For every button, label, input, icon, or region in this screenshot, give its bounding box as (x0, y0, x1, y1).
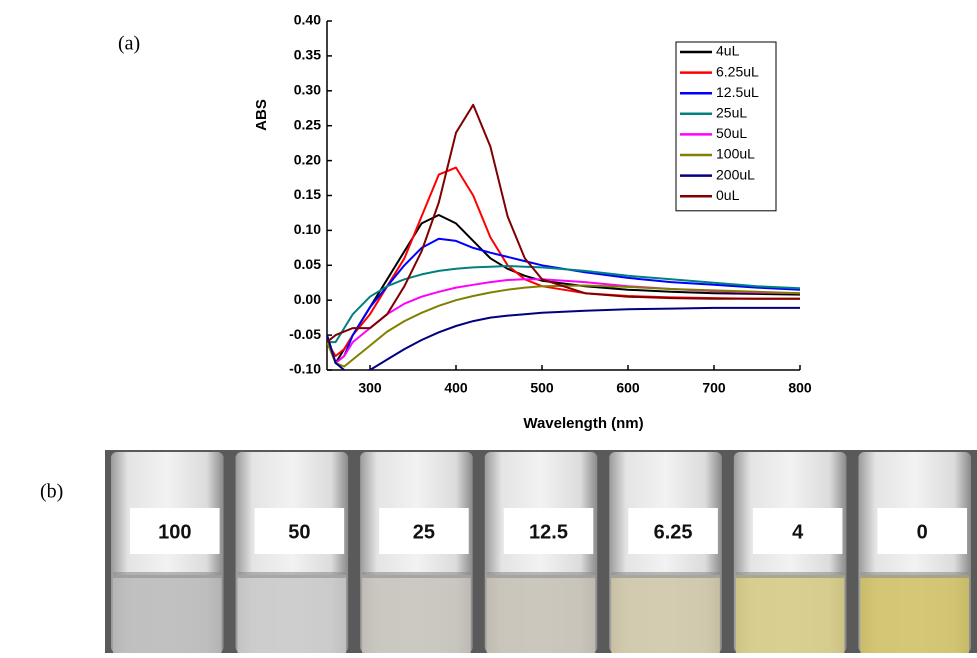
y-tick-label: 0.40 (294, 12, 321, 28)
y-tick-label: 0.30 (294, 82, 321, 98)
vial-liquid (611, 575, 720, 653)
x-tick-label: 400 (444, 380, 468, 396)
x-tick-label: 600 (616, 380, 640, 396)
y-axis-label: ABS (253, 99, 270, 131)
y-tick-label: 0.15 (294, 186, 321, 202)
x-tick-label: 300 (358, 380, 382, 396)
vial-label-box (503, 508, 594, 554)
series-line (327, 103, 800, 343)
y-tick-label: 0.05 (294, 256, 321, 272)
vial-label-box (628, 508, 718, 554)
plot-area (327, 103, 800, 370)
series-line (327, 265, 800, 344)
vial-rim (486, 572, 596, 578)
vial-liquid (860, 575, 969, 653)
y-tick-label: 0.35 (294, 47, 321, 63)
y-tick-label: 0.10 (294, 221, 321, 237)
vial-label: 6.25 (654, 521, 693, 543)
vial-liquid (362, 575, 471, 653)
legend-label: 100uL (716, 146, 755, 162)
legend-label: 50uL (716, 125, 747, 141)
legend-label: 6.25uL (716, 63, 759, 79)
series-line (327, 237, 800, 364)
vial-photo: 100 50 25 12.5 6.25 4 0 (105, 450, 977, 653)
vial-rim (860, 572, 969, 578)
vial-rim (362, 572, 471, 578)
vial-label: 25 (413, 521, 435, 543)
vial-label: 0 (917, 521, 928, 543)
vial-label-box (877, 508, 967, 554)
legend-label: 12.5uL (716, 84, 759, 100)
legend-label: 4uL (716, 43, 740, 59)
vial-label-box (254, 508, 345, 554)
legend-label: 0uL (716, 187, 740, 203)
vial-label-box (752, 508, 843, 554)
vial-label-box (379, 508, 469, 554)
y-tick-label: -0.05 (289, 326, 321, 342)
vial-liquid (237, 575, 347, 653)
vial-liquid (113, 575, 222, 653)
y-tick-label: 0.25 (294, 116, 321, 132)
vial-liquid (735, 575, 845, 653)
vial-rim (735, 572, 845, 578)
vial-rim (611, 572, 720, 578)
panel-label: (a) (118, 33, 140, 55)
y-tick-label: 0.00 (294, 291, 321, 307)
vial-label-box (130, 508, 220, 554)
vial-label: 12.5 (529, 521, 568, 543)
legend-label: 200uL (716, 166, 755, 182)
vial-rim (113, 572, 222, 578)
series-line (327, 284, 800, 368)
legend-label: 25uL (716, 105, 747, 121)
x-tick-label: 500 (530, 380, 554, 396)
vial-label: 100 (158, 521, 191, 543)
legend-box (675, 41, 777, 212)
vial-label: 50 (288, 521, 310, 543)
vial-rim (237, 572, 347, 578)
x-axis-label: Wavelength (nm) (523, 415, 643, 432)
y-tick-label: -0.10 (289, 361, 321, 377)
vial-liquid (486, 575, 596, 653)
panel-label: (b) (40, 481, 63, 503)
series-line (327, 306, 800, 370)
y-tick-label: 0.20 (294, 151, 321, 167)
x-tick-label: 800 (788, 380, 812, 396)
x-tick-label: 700 (702, 380, 726, 396)
vial-label: 4 (792, 521, 804, 543)
